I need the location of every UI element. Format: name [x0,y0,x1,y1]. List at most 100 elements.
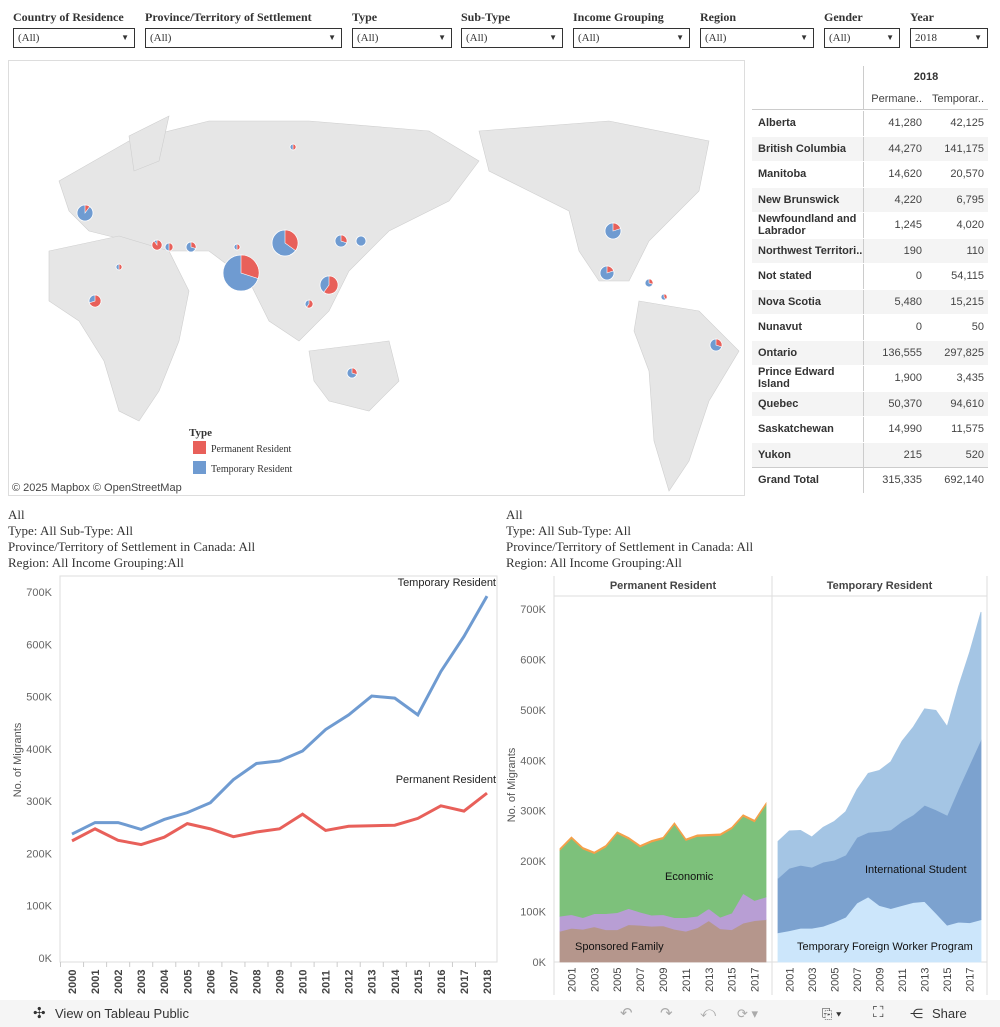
permanent-value: 50,370 [888,397,922,410]
map-pie[interactable] [185,241,197,253]
map-pie[interactable] [88,294,102,308]
table-row[interactable]: Northwest Territori.. 190 110 [752,237,988,263]
filter-dropdown[interactable]: (All) ▼ [145,28,342,48]
share-icon[interactable]: ⋲ [910,1006,923,1021]
dropdown-arrow-icon[interactable]: ▼ [676,33,684,42]
table-row[interactable]: Manitoba 14,620 20,570 [752,161,988,187]
line-chart[interactable]: 0K 100K 200K 300K 400K 500K 600K 700K 2000 2001 20… [0,570,500,995]
map-pie[interactable] [222,254,260,292]
map-canvas[interactable]: Type Permanent Resident Temporary Reside… [9,61,745,496]
redo-icon[interactable]: ↷ [660,1005,673,1022]
filter-dropdown[interactable]: 2018 ▼ [910,28,988,48]
filter-dropdown[interactable]: (All) ▼ [573,28,690,48]
x-tick-label: 2007 [635,968,647,992]
map-pie[interactable] [76,204,94,222]
map-pie[interactable] [346,367,358,379]
map-pie[interactable] [644,278,654,288]
temporary-value: 11,575 [951,423,984,436]
table-row[interactable]: New Brunswick 4,220 6,795 [752,186,988,212]
legend-label-permanent[interactable]: Permanent Resident [211,444,291,455]
filter-value: (All) [829,32,851,44]
map-pie[interactable] [334,234,348,248]
table-row[interactable]: Not stated 0 54,115 [752,263,988,289]
refresh-icon[interactable]: ⟳ ▾ [737,1006,759,1021]
filter-dropdown[interactable]: (All) ▼ [13,28,135,48]
dropdown-arrow-icon[interactable]: ▼ [438,33,446,42]
dropdown-arrow-icon[interactable]: ▼ [121,33,129,42]
map-pie[interactable] [115,263,123,271]
map-pie[interactable] [233,243,241,251]
caption-line: Province/Territory of Settlement in Cana… [8,539,256,554]
map-pie[interactable] [289,143,297,151]
download-icon[interactable]: ⎘ ▾ [822,1006,842,1021]
table-row[interactable]: British Columbia 44,270 141,175 [752,135,988,161]
legend-swatch-temporary[interactable] [193,461,206,474]
area-other[interactable] [777,611,982,880]
filter-dropdown[interactable]: (All) ▼ [352,28,452,48]
x-tick-label: 2014 [390,969,402,994]
series-line-temporary-resident[interactable] [71,595,489,836]
area-economic[interactable] [559,803,767,919]
filter-value: 2018 [915,32,937,44]
map-pie[interactable] [319,275,339,295]
x-tick-label: 2013 [704,968,716,992]
map-pie[interactable] [709,338,723,352]
x-tick-label: 2009 [275,970,287,994]
series-line-permanent-resident[interactable] [71,791,488,847]
table-row[interactable]: Yukon 215 520 [752,441,988,467]
dropdown-arrow-icon[interactable]: ▼ [886,33,894,42]
map-pie[interactable] [355,235,367,247]
filter-dropdown[interactable]: (All) ▼ [824,28,900,48]
column-header-temporary[interactable]: Temporar.. [932,92,984,105]
filter-label: Country of Residence [13,10,124,24]
map-pie-markers[interactable] [76,143,723,379]
table-row[interactable]: Alberta 41,280 42,125 [752,110,988,136]
province-name: Not stated [752,264,864,289]
grand-total-row[interactable]: Grand Total 315,335 692,140 [752,467,988,493]
filter-value: (All) [357,32,379,44]
map-pie[interactable] [151,239,163,251]
tableau-logo-icon[interactable]: ✣ [33,1005,46,1022]
filter-dropdown[interactable]: (All) ▼ [461,28,563,48]
x-tick-label: 2008 [251,970,263,994]
table-row[interactable]: Quebec 50,370 94,610 [752,390,988,416]
map-pie[interactable] [604,222,622,240]
x-tick-label: 2001 [90,970,102,994]
dropdown-arrow-icon[interactable]: ▼ [328,33,336,42]
dropdown-arrow-icon[interactable]: ▼ [800,33,808,42]
map-pie[interactable] [599,265,615,281]
column-header-permanent[interactable]: Permane.. [871,92,922,105]
map-pie[interactable] [304,299,314,309]
filter-value: (All) [150,32,172,44]
table-row[interactable]: Saskatchewan 14,990 11,575 [752,416,988,442]
area-other[interactable] [559,801,767,855]
share-button[interactable]: Share [932,1006,967,1021]
table-row[interactable]: Prince Edward Island 1,900 3,435 [752,365,988,391]
filter-label: Year [910,10,934,24]
table-year-header: 2018 [752,66,988,88]
world-map[interactable]: Type Permanent Resident Temporary Reside… [8,60,745,496]
legend-swatch-permanent[interactable] [193,441,206,454]
y-tick-label: 200K [520,856,546,868]
fullscreen-icon[interactable]: ⛶ [873,1004,884,1021]
dropdown-arrow-icon[interactable]: ▼ [549,33,557,42]
table-row[interactable]: Nova Scotia 5,480 15,215 [752,288,988,314]
filter-sub-type: Sub-Type (All) ▼ [461,10,563,48]
view-on-tableau-link[interactable]: View on Tableau Public [55,1006,189,1021]
filter-dropdown[interactable]: (All) ▼ [700,28,814,48]
area-chart[interactable]: 0K 100K 200K 300K 400K 500K 600K 700K No. of Mig… [500,570,1000,995]
map-pie[interactable] [271,229,299,257]
revert-icon[interactable]: ⤺ [700,1004,717,1021]
table-row[interactable]: Newfoundland and Labrador 1,245 4,020 [752,212,988,238]
undo-icon[interactable]: ↶ [620,1005,633,1022]
map-attribution[interactable]: © 2025 Mapbox © OpenStreetMap [12,482,182,494]
x-tick-label: 2015 [942,968,954,992]
map-pie[interactable] [164,242,174,252]
caption-line: Region: All Income Grouping:All [506,555,682,570]
legend-label-temporary[interactable]: Temporary Resident [211,464,292,475]
temporary-value: 54,115 [951,270,984,283]
map-pie[interactable] [660,293,668,301]
table-row[interactable]: Nunavut 0 50 [752,314,988,340]
table-row[interactable]: Ontario 136,555 297,825 [752,339,988,365]
dropdown-arrow-icon[interactable]: ▼ [974,33,982,42]
